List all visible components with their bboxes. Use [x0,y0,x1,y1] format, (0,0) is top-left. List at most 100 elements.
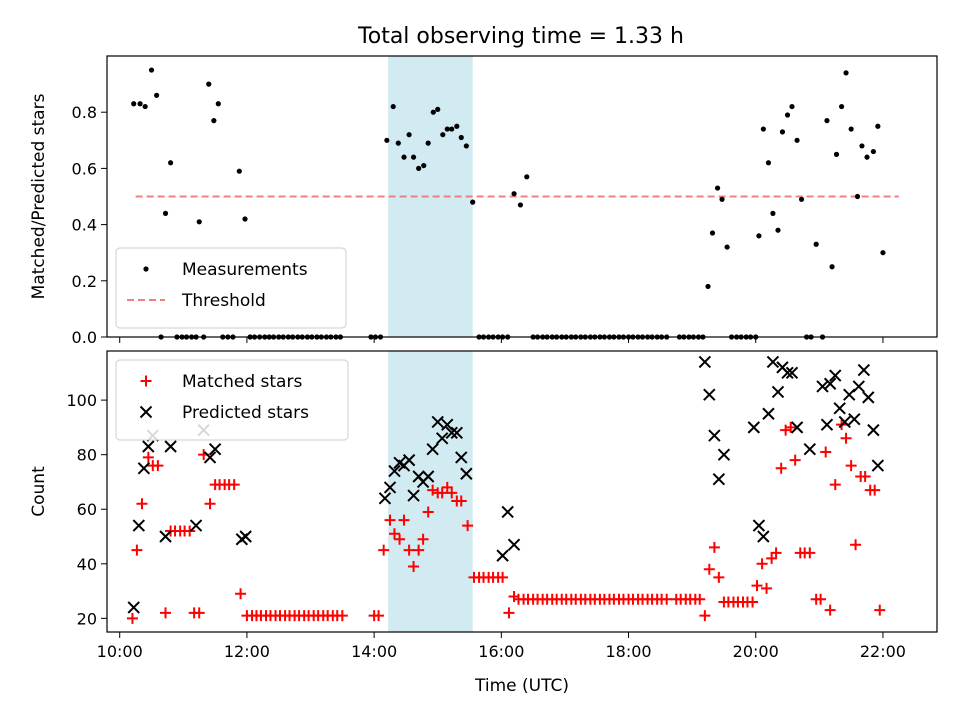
data-point [798,196,805,202]
data-point [781,366,794,380]
data-point [779,129,786,135]
data-point [450,426,464,440]
data-point [859,143,865,149]
data-point [705,283,711,290]
legend-label: Predicted stars [182,403,309,423]
data-point [203,451,217,464]
data-point [850,539,862,551]
data-point [242,216,248,222]
data-point [497,571,509,583]
data-point [384,514,396,526]
data-point [661,593,673,605]
data-point [507,538,521,551]
data-point [154,92,160,98]
data-point [410,154,417,160]
axes-frame [106,350,938,633]
data-point [703,388,716,401]
data-point [159,530,172,543]
x-tick-label: 16:00 [478,642,524,661]
legend-box [115,359,349,441]
data-point [152,460,164,472]
data-point [384,137,390,143]
data-point [712,473,726,486]
data-point [402,453,416,467]
data-point [816,380,829,393]
data-point [462,520,474,532]
x-tick-label: 14:00 [351,642,397,661]
data-point [436,487,448,499]
data-point [160,607,172,619]
data-point [751,580,763,592]
data-point [820,446,832,458]
legend-label: Threshold [181,291,266,311]
data-point [470,199,476,205]
x-tick-label: 12:00 [224,642,270,661]
y-tick-label: 0.6 [72,159,97,178]
axes-frame [106,55,938,338]
data-point [708,541,720,553]
legend-swatch [143,266,149,272]
data-point [421,162,427,169]
data-point [757,530,770,543]
data-point [789,103,795,110]
data-point [458,134,464,141]
data-point [815,593,827,605]
data-point [511,191,517,197]
series-0 [126,419,886,624]
y-tick-label: 20 [77,609,97,628]
data-point [211,118,217,124]
data-point [770,210,776,216]
data-point [236,168,242,174]
data-point [388,528,400,540]
legend-label: Measurements [182,260,308,280]
data-point [460,467,473,480]
y-tick-label: 40 [77,555,97,574]
data-point [430,109,436,115]
data-point [431,415,444,429]
y-tick-label: 100 [66,391,97,410]
data-point [833,402,846,415]
data-point [829,264,835,270]
data-point [406,132,412,138]
data-point [501,505,514,519]
data-point [463,143,469,149]
data-point [403,544,415,556]
data-point [142,103,148,110]
data-point [455,451,468,464]
data-point [137,462,151,475]
data-point [871,459,885,472]
data-point [848,412,861,426]
y-tick-label: 0.0 [72,328,97,347]
y-tick-label: 80 [77,446,97,465]
data-point [503,607,515,619]
data-point [131,544,143,556]
data-point [445,426,458,440]
data-point [142,440,155,453]
data-point [848,126,854,132]
count-plot: 20 40 60 80 100 10:00 12:00 14:00 16:00 18:00 20:0… [29,350,938,696]
legend-swatch [139,405,153,419]
data-point [193,607,205,619]
data-point [455,495,467,507]
data-point [862,391,875,404]
data-point [874,604,886,616]
data-point [775,227,781,233]
data-point [838,415,851,429]
data-point [864,154,870,160]
data-point [820,418,834,431]
data-point [760,126,766,132]
data-point [162,210,169,216]
data-point [752,519,766,532]
data-point [762,407,775,420]
data-point [408,561,420,573]
data-point [766,355,780,369]
y-tick-label: 60 [77,500,97,519]
data-point [854,193,861,200]
data-point [756,233,762,239]
data-point [703,563,715,575]
data-point [803,443,817,456]
chart-title: Total observing time = 1.33 h [357,24,684,49]
data-point [770,547,782,559]
data-point [833,151,840,157]
ratio-plot: 0.0 0.2 0.4 0.6 0.8 Matched/Predicted stars Me… [29,55,938,347]
